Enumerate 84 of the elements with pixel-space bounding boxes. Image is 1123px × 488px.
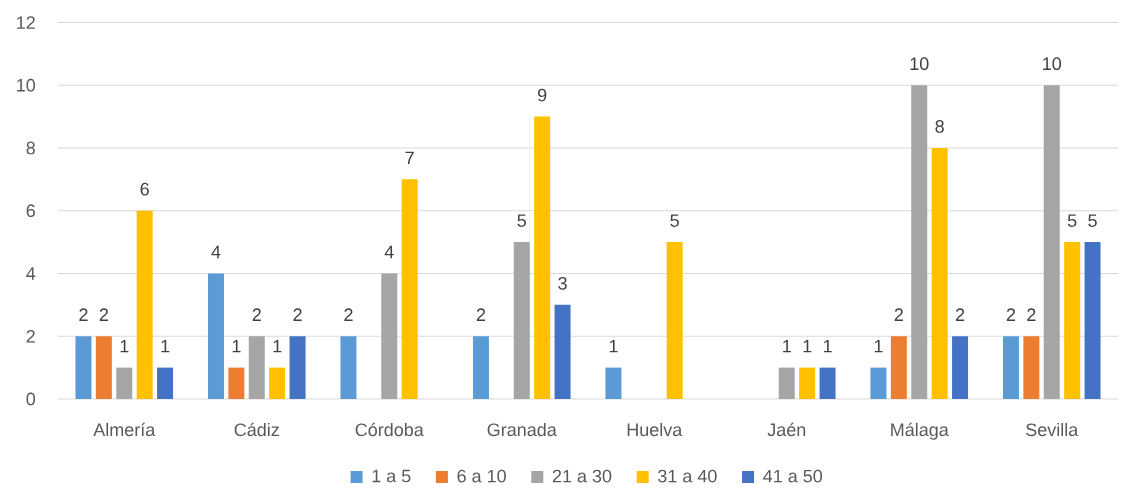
data-label: 2 xyxy=(476,308,486,321)
bar xyxy=(136,210,153,399)
y-tick-label: 0 xyxy=(26,392,36,406)
bar xyxy=(819,367,836,399)
data-label: 1 xyxy=(803,339,812,353)
bar xyxy=(340,336,357,399)
bar xyxy=(931,147,948,399)
x-tick-label: Almería xyxy=(93,422,156,437)
x-tick-label: Granada xyxy=(487,422,557,437)
y-tick-label: 8 xyxy=(26,141,35,155)
y-tick-label: 4 xyxy=(26,267,36,280)
data-label: 1 xyxy=(783,339,791,353)
data-label: 4 xyxy=(384,245,394,259)
bar xyxy=(116,367,133,399)
bar xyxy=(1002,336,1019,399)
data-label: 1 xyxy=(273,339,282,353)
data-label: 3 xyxy=(558,276,567,290)
data-label: 1 xyxy=(874,339,883,353)
data-label: 2 xyxy=(293,308,302,321)
x-tick-label: Sevilla xyxy=(1026,422,1079,437)
data-label: 2 xyxy=(252,308,261,321)
bar xyxy=(605,367,622,399)
bar xyxy=(1084,242,1101,399)
data-label: 2 xyxy=(1027,308,1036,321)
data-label: 5 xyxy=(1067,214,1077,227)
bar xyxy=(1064,242,1081,399)
legend-label: 21 a 30 xyxy=(552,469,612,483)
bar xyxy=(269,367,286,399)
x-tick-label: Huelva xyxy=(627,422,683,437)
bar xyxy=(75,336,92,399)
data-label: 6 xyxy=(140,182,149,196)
legend-label: 31 a 40 xyxy=(658,469,717,483)
data-label: 7 xyxy=(405,151,414,165)
bar xyxy=(248,336,265,399)
x-tick-label: Málaga xyxy=(891,422,949,440)
data-label: 2 xyxy=(894,308,903,321)
bar xyxy=(401,179,418,399)
y-tick-label: 6 xyxy=(26,204,35,218)
data-label: 4 xyxy=(211,245,221,259)
bar xyxy=(666,242,683,399)
x-tick-label: Córdoba xyxy=(355,422,424,437)
bar xyxy=(513,242,530,399)
data-label: 1 xyxy=(120,339,129,353)
data-label: 5 xyxy=(517,214,527,227)
bar xyxy=(381,273,398,399)
bar xyxy=(778,367,795,399)
bar xyxy=(157,367,174,399)
x-tick-label: Cádiz xyxy=(234,422,279,437)
x-tick-label: Jaén xyxy=(767,422,806,437)
bar xyxy=(472,336,489,399)
bar xyxy=(1043,85,1060,399)
data-label: 9 xyxy=(537,88,547,102)
legend-label: 1 a 5 xyxy=(372,469,411,483)
bar xyxy=(228,367,245,399)
data-label: 5 xyxy=(670,214,679,227)
legend-label: 41 a 50 xyxy=(763,469,823,483)
y-tick-label: 2 xyxy=(26,329,35,343)
data-label: 10 xyxy=(910,57,929,71)
bar xyxy=(1023,336,1040,399)
bar xyxy=(207,273,224,399)
legend-label: 6 a 10 xyxy=(457,469,506,483)
data-label: 5 xyxy=(1088,214,1097,227)
data-label: 1 xyxy=(161,339,170,353)
data-label: 2 xyxy=(955,308,965,321)
bar xyxy=(870,367,887,399)
bar xyxy=(534,116,551,399)
bar xyxy=(952,336,969,399)
data-label: 8 xyxy=(935,120,944,133)
bar xyxy=(289,336,306,399)
data-label: 1 xyxy=(232,339,241,353)
data-label: 2 xyxy=(344,308,353,321)
data-label: 1 xyxy=(823,339,832,353)
data-label: 2 xyxy=(79,308,88,321)
data-label: 2 xyxy=(99,308,108,321)
data-label: 1 xyxy=(609,339,618,353)
data-label: 10 xyxy=(1043,57,1062,71)
bar xyxy=(554,304,571,399)
bar xyxy=(95,336,112,399)
data-label: 2 xyxy=(1006,308,1016,321)
bar xyxy=(890,336,907,399)
y-tick-label: 10 xyxy=(17,78,36,92)
y-tick-label: 12 xyxy=(17,16,35,29)
bar xyxy=(799,367,816,399)
bar xyxy=(911,85,928,399)
